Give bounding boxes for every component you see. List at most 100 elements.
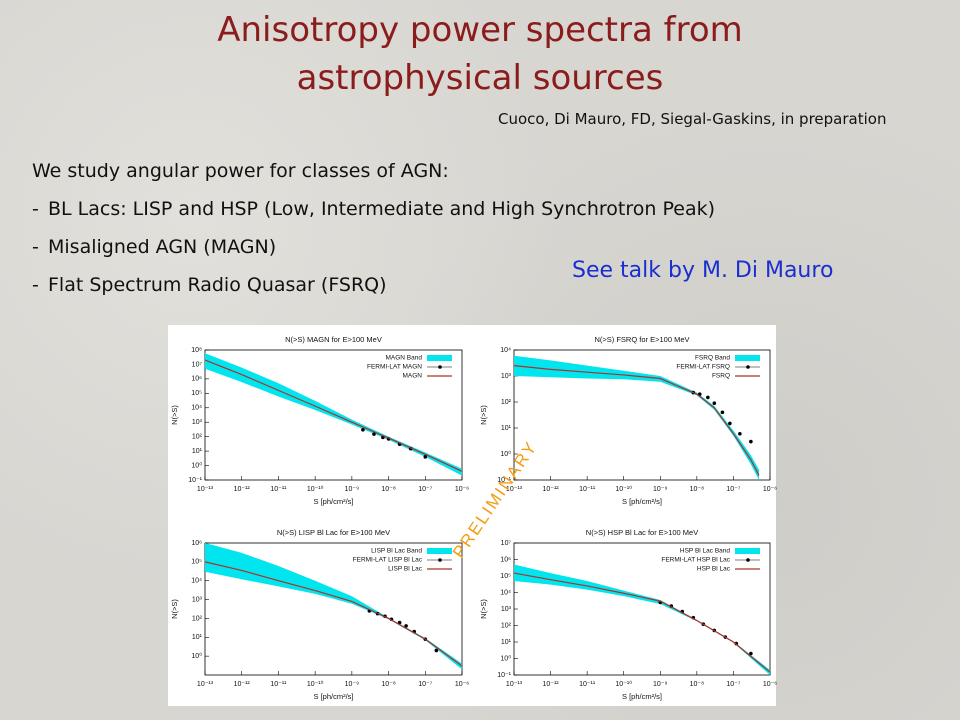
bullet-text: Flat Spectrum Radio Quasar (FSRQ) [48, 274, 387, 296]
legend-swatch [746, 558, 750, 562]
y-tick-label: 10¹ [192, 448, 203, 455]
x-tick-label: 10⁻⁹ [653, 681, 667, 688]
data-point [728, 421, 732, 426]
legend-label: FSRQ [712, 373, 730, 380]
x-tick-label: 10⁻¹³ [197, 681, 214, 688]
x-tick-label: 10⁻¹¹ [270, 681, 287, 688]
data-point [423, 455, 428, 459]
data-point [706, 395, 710, 400]
data-point [712, 401, 717, 405]
uncertainty-band [205, 543, 462, 670]
slide-title: astrophysical sources [296, 58, 664, 98]
y-axis-label: N(>S) [170, 405, 179, 425]
legend-label: HSP Bl Lac [697, 566, 731, 573]
x-tick-label: 10⁻¹² [542, 486, 559, 493]
y-tick-label: 10¹ [501, 639, 512, 646]
y-tick-label: 10⁴ [500, 347, 511, 354]
y-tick-label: 10⁻¹ [497, 477, 511, 484]
y-tick-label: 10⁰ [500, 450, 511, 458]
y-tick-label: 10³ [192, 596, 203, 603]
x-tick-label: 10⁻⁸ [690, 486, 704, 493]
x-tick-label: 10⁻¹² [234, 486, 251, 493]
x-tick-label: 10⁻⁹ [345, 486, 359, 493]
x-tick-label: 10⁻⁸ [381, 486, 395, 493]
legend-swatch [438, 558, 442, 562]
y-tick-label: 10⁷ [192, 361, 203, 368]
model-line [513, 365, 760, 476]
y-tick-label: 10⁵ [191, 390, 202, 397]
plot-frame [513, 349, 771, 481]
plot-frame [204, 349, 463, 481]
y-tick-label: 10⁻¹ [188, 477, 202, 484]
x-tick-label: 10⁻⁶ [455, 681, 469, 688]
data-point [404, 624, 408, 628]
x-tick-label: 10⁻¹¹ [270, 486, 287, 493]
model-line [204, 359, 463, 472]
x-tick-label: 10⁻⁹ [653, 486, 667, 493]
y-tick-label: 10⁶ [500, 556, 511, 563]
y-tick-label: 10⁰ [191, 461, 202, 469]
x-tick-label: 10⁻¹⁰ [615, 680, 632, 688]
x-tick-label: 10⁻⁶ [763, 681, 777, 688]
y-tick-label: 10³ [501, 373, 512, 380]
y-tick-label: 10⁴ [191, 578, 202, 585]
x-tick-label: 10⁻¹³ [506, 486, 523, 493]
citation: Cuoco, Di Mauro, FD, Siegal-Gaskins, in … [498, 110, 887, 128]
chart-title: N(>S) MAGN for E>100 MeV [285, 335, 382, 344]
y-tick-label: 10³ [192, 419, 203, 426]
chart-title: N(>S) FSRQ for E>100 MeV [594, 335, 689, 344]
y-axis-label: N(>S) [170, 599, 179, 619]
y-tick-label: 10¹ [192, 634, 203, 641]
legend-label: MAGN Band [386, 355, 423, 362]
legend-swatch [735, 548, 760, 554]
x-tick-label: 10⁻¹² [234, 681, 251, 688]
y-tick-label: 10² [501, 399, 512, 406]
bullet-marker: - [32, 198, 39, 220]
x-tick-label: 10⁻⁸ [381, 681, 395, 688]
legend-label: LISP Bl Lac Band [371, 548, 422, 555]
bullet-marker: - [32, 236, 39, 258]
legend-label: FERMI-LAT FSRQ [676, 364, 730, 371]
data-point [720, 410, 725, 415]
y-tick-label: 10⁵ [500, 573, 511, 580]
x-tick-label: 10⁻⁹ [345, 681, 359, 688]
x-tick-label: 10⁻⁶ [455, 486, 469, 493]
x-axis-label: S [ph/cm²/s] [313, 497, 353, 506]
legend-label: FSRQ Band [695, 355, 730, 362]
legend-label: MAGN [403, 373, 423, 380]
y-tick-label: 10⁰ [500, 654, 511, 662]
y-tick-label: 10⁶ [191, 376, 202, 383]
x-tick-label: 10⁻¹³ [197, 486, 214, 493]
x-axis-label: S [ph/cm²/s] [313, 692, 353, 701]
legend-swatch [438, 365, 442, 369]
model-line [204, 561, 463, 667]
chart-title: N(>S) HSP Bl Lac for E>100 MeV [586, 528, 698, 537]
x-tick-label: 10⁻¹² [542, 681, 559, 688]
y-tick-label: 10⁸ [191, 347, 202, 354]
legend-label: FERMI-LAT LISP Bl Lac [353, 557, 423, 564]
y-tick-label: 10⁷ [501, 540, 512, 547]
x-tick-label: 10⁻¹⁰ [307, 680, 324, 688]
talk-note: See talk by M. Di Mauro [572, 258, 834, 283]
y-tick-label: 10⁴ [500, 589, 511, 596]
y-axis-label: N(>S) [479, 405, 488, 425]
legend-swatch [427, 548, 452, 554]
legend-swatch [427, 355, 452, 361]
bullet-text: Misaligned AGN (MAGN) [48, 236, 277, 258]
x-tick-label: 10⁻¹¹ [579, 681, 596, 688]
y-tick-label: 10³ [501, 606, 512, 613]
y-axis-label: N(>S) [479, 599, 488, 619]
x-tick-label: 10⁻¹³ [506, 681, 523, 688]
y-tick-label: 10⁴ [191, 405, 202, 412]
data-point [738, 431, 742, 436]
plot-frame [204, 542, 463, 676]
x-tick-label: 10⁻¹⁰ [615, 485, 632, 493]
intro: We study angular power for classes of AG… [32, 160, 449, 182]
data-point [749, 651, 753, 656]
data-point [361, 427, 365, 432]
chart-title: N(>S) LISP Bl Lac for E>100 MeV [277, 528, 390, 537]
x-tick-label: 10⁻⁷ [418, 486, 432, 493]
data-point [749, 439, 753, 444]
